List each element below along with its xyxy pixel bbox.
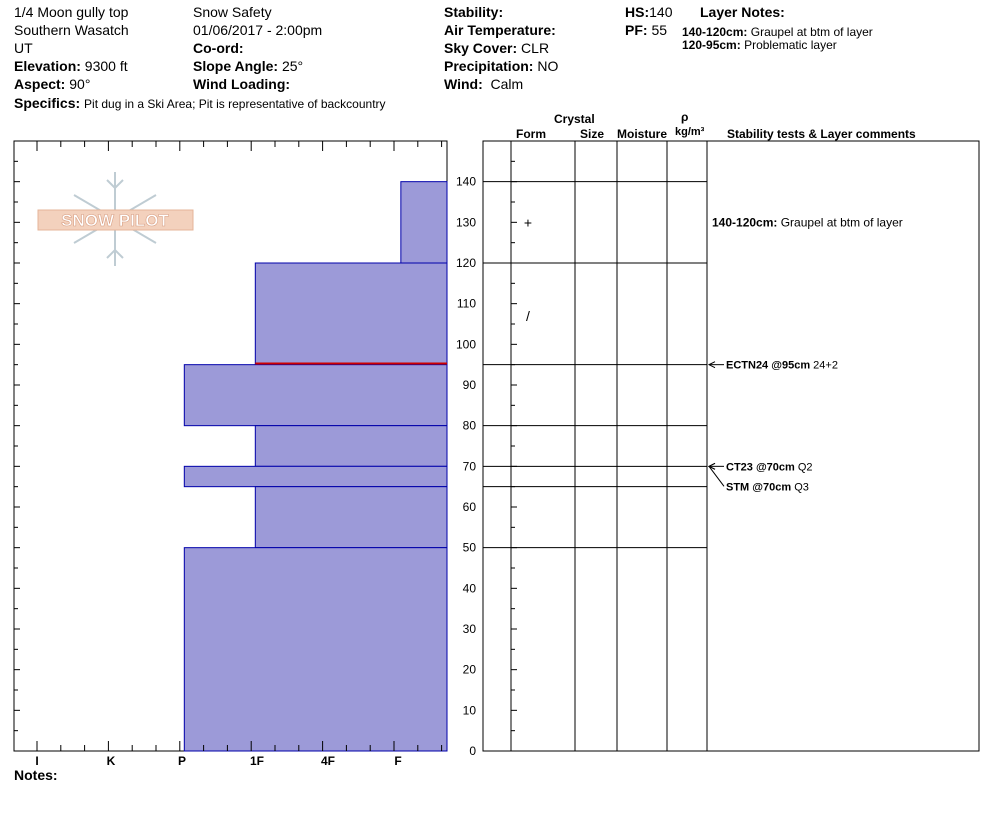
layer-note-2: 120-95cm: Problematic layer [682, 37, 837, 53]
form-header: Form [516, 127, 546, 141]
hardness-layer-bar [400, 181, 448, 264]
height-tick-label: 60 [463, 500, 477, 514]
aspect-row: Aspect: 90° [14, 76, 90, 92]
height-tick-label: 120 [456, 256, 476, 270]
location-name: 1/4 Moon gully top [14, 4, 129, 20]
layer-note-text: Problematic layer [744, 38, 837, 52]
hs-label: HS: [625, 4, 650, 20]
height-tick-label: 110 [457, 297, 476, 311]
hardness-tick-label: 4F [321, 754, 335, 768]
air-temp-label: Air Temperature: [444, 22, 556, 38]
crystal-form-symbol: + [524, 214, 532, 230]
layer-note-text: Graupel at btm of layer [750, 25, 873, 39]
wind-row: Wind: Calm [444, 76, 523, 92]
wind-loading-label: Wind Loading: [193, 76, 291, 92]
logo-text: SNOW PILOT [61, 211, 169, 230]
pf-value: 55 [651, 22, 668, 38]
stability-label: Stability: [444, 4, 504, 20]
hardness-layer-bar [183, 547, 448, 752]
height-tick-label: 140 [456, 175, 476, 189]
notes-label: Notes: [14, 767, 58, 783]
mountain-range: Southern Wasatch [14, 22, 129, 38]
layer-notes-label: Layer Notes: [700, 4, 785, 20]
precip-value: NO [537, 58, 559, 74]
height-tick-label: 20 [463, 663, 477, 677]
coord-label: Co-ord: [193, 40, 244, 56]
crystal-header: Crystal [554, 112, 595, 126]
date-time: 01/06/2017 - 2:00pm [193, 22, 323, 38]
stability-test-label: STM @70cm Q3 [726, 481, 809, 493]
stability-test-arrowhead [707, 361, 716, 369]
specifics-value: Pit dug in a Ski Area; Pit is representa… [84, 97, 386, 111]
stability-test-label: ECTN24 @95cm 24+2 [726, 360, 838, 372]
height-tick-label: 30 [463, 622, 477, 636]
stability-test-label: CT23 @70cm Q2 [726, 461, 813, 473]
wind-value: Calm [490, 76, 524, 92]
moisture-header: Moisture [617, 127, 668, 141]
elevation-label: Elevation: [14, 58, 81, 74]
state: UT [14, 40, 33, 56]
hardness-tick-label: I [35, 754, 38, 768]
observer: Snow Safety [193, 4, 272, 20]
rho-header: ρ [681, 110, 689, 124]
hardness-tick-label: K [107, 754, 116, 768]
hs-value: 140 [649, 4, 673, 20]
crystal-form-symbol: / [526, 308, 530, 324]
density-unit-header: kg/m³ [675, 126, 705, 138]
height-tick-label: 100 [456, 337, 476, 351]
slope-row: Slope Angle: 25° [193, 58, 303, 74]
hardness-layer-bar [183, 465, 448, 488]
sky-value: CLR [521, 40, 550, 56]
slope-value: 25° [281, 58, 304, 74]
stability-test-arrowhead [707, 462, 716, 470]
precip-label: Precipitation: [444, 58, 534, 74]
hardness-tick-label: 1F [250, 754, 264, 768]
precip-row: Precipitation: NO [444, 58, 558, 74]
elevation-row: Elevation: 9300 ft [14, 58, 128, 74]
height-tick-label: 90 [463, 378, 477, 392]
hardness-tick-label: P [178, 754, 186, 768]
height-tick-label: 70 [463, 459, 477, 473]
hardness-tick-label: F [394, 754, 401, 768]
layer-table-frame [482, 140, 980, 752]
elevation-value: 9300 ft [84, 58, 128, 74]
hardness-layer-bar [254, 425, 448, 467]
size-header: Size [580, 127, 605, 141]
height-tick-label: 0 [469, 744, 476, 758]
specifics-row: Specifics: Pit dug in a Ski Area; Pit is… [14, 95, 386, 112]
pf-row: PF: 55 [625, 22, 667, 38]
sky-row: Sky Cover: CLR [444, 40, 549, 56]
aspect-label: Aspect: [14, 76, 66, 92]
height-tick-label: 50 [463, 541, 477, 555]
height-tick-label: 40 [463, 581, 477, 595]
height-tick-label: 130 [456, 215, 476, 229]
wind-label: Wind: [444, 76, 483, 92]
snow-pilot-logo: SNOW PILOT [37, 172, 194, 266]
pf-label: PF: [625, 22, 648, 38]
hardness-layer-bar [254, 262, 448, 366]
hs-row: HS:140 [625, 4, 672, 20]
hardness-layer-bar [183, 364, 448, 427]
stability-test-arrow [708, 466, 725, 487]
layer-note-range: 140-120cm: [682, 25, 748, 39]
specifics-label: Specifics: [14, 95, 81, 111]
height-tick-label: 10 [463, 703, 477, 717]
layer-note-range: 120-95cm: [682, 38, 741, 52]
slope-label: Slope Angle: [193, 58, 279, 74]
sky-label: Sky Cover: [444, 40, 518, 56]
aspect-value: 90° [69, 76, 91, 92]
layer-note-1: 140-120cm: Graupel at btm of layer [682, 24, 873, 40]
stability-comments-header: Stability tests & Layer comments [727, 127, 916, 141]
hardness-layer-bar [254, 486, 448, 549]
height-tick-label: 80 [463, 419, 477, 433]
layer-comment: 140-120cm: Graupel at btm of layer [712, 215, 903, 229]
